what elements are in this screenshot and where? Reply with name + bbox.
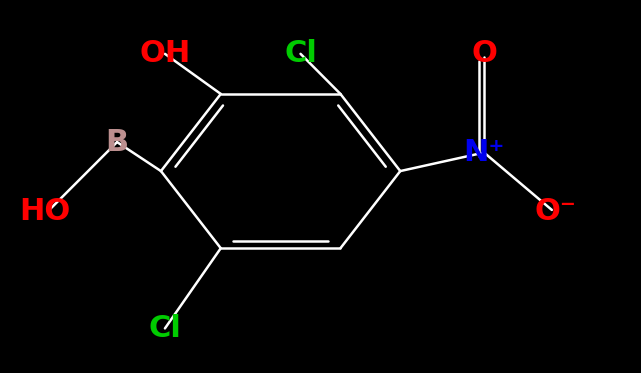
Text: Cl: Cl <box>149 314 181 343</box>
Text: HO: HO <box>20 197 71 226</box>
Text: B: B <box>106 128 129 157</box>
Text: OH: OH <box>139 39 190 68</box>
Text: N⁺: N⁺ <box>463 138 504 167</box>
Text: O⁻: O⁻ <box>535 197 577 226</box>
Text: Cl: Cl <box>284 39 317 68</box>
Text: O: O <box>471 39 497 68</box>
